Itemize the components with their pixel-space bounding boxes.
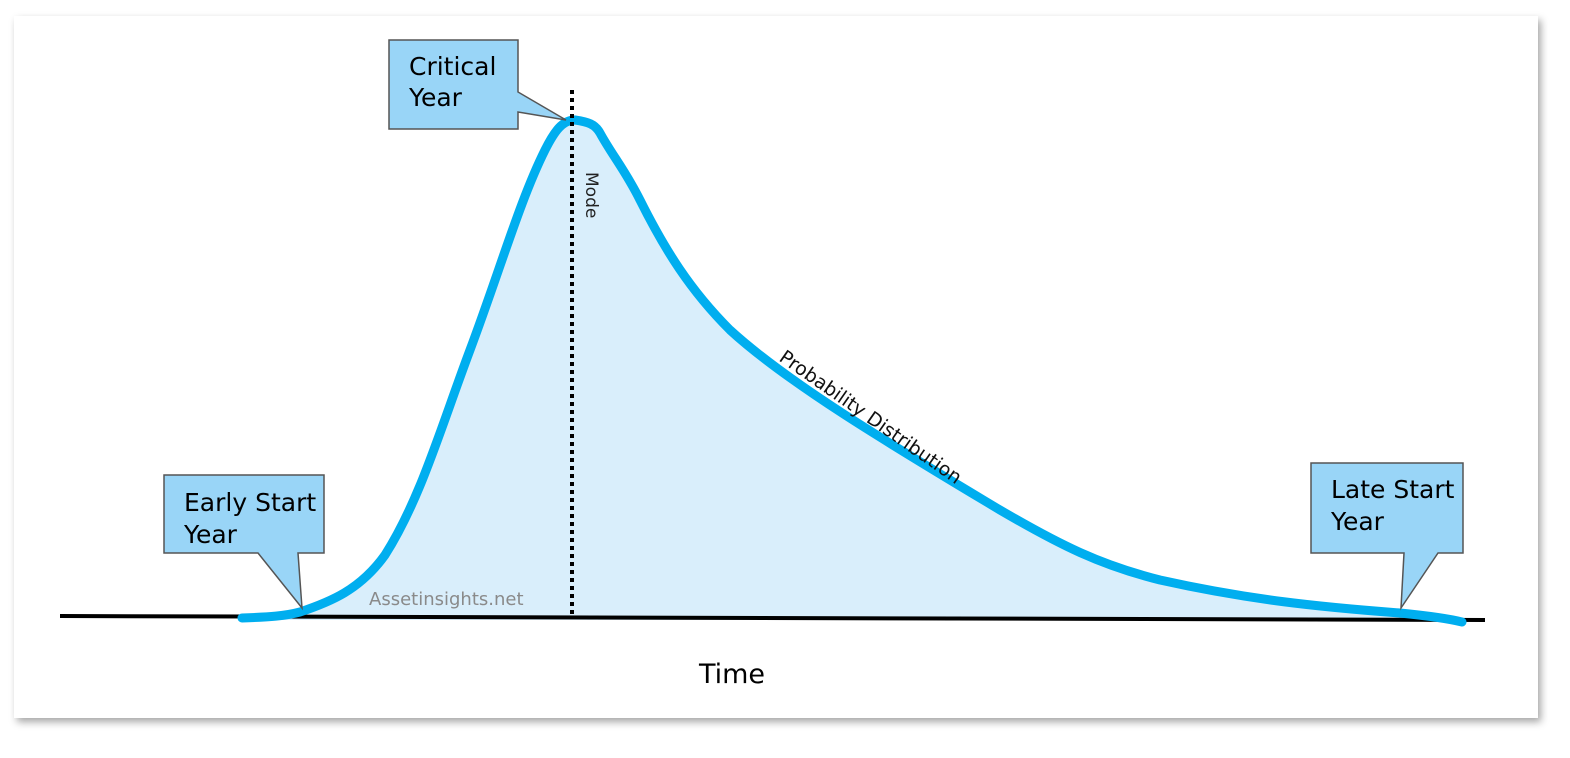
callout-text: Early Start bbox=[184, 488, 316, 517]
callout-text: Year bbox=[183, 520, 238, 549]
mode-label: Mode bbox=[581, 172, 601, 218]
callout-box bbox=[388, 39, 567, 130]
callout-text: Late Start bbox=[1331, 475, 1455, 504]
callout-text: Year bbox=[408, 83, 463, 112]
distribution-area bbox=[242, 120, 1462, 622]
watermark: Assetinsights.net bbox=[369, 589, 524, 610]
axis-label: Time bbox=[698, 659, 765, 690]
callout-box bbox=[1310, 462, 1464, 611]
callout-box bbox=[163, 474, 325, 611]
callout-text: Year bbox=[1330, 507, 1385, 536]
callout-text: Critical bbox=[409, 52, 496, 81]
distribution-curve bbox=[237, 115, 1467, 627]
